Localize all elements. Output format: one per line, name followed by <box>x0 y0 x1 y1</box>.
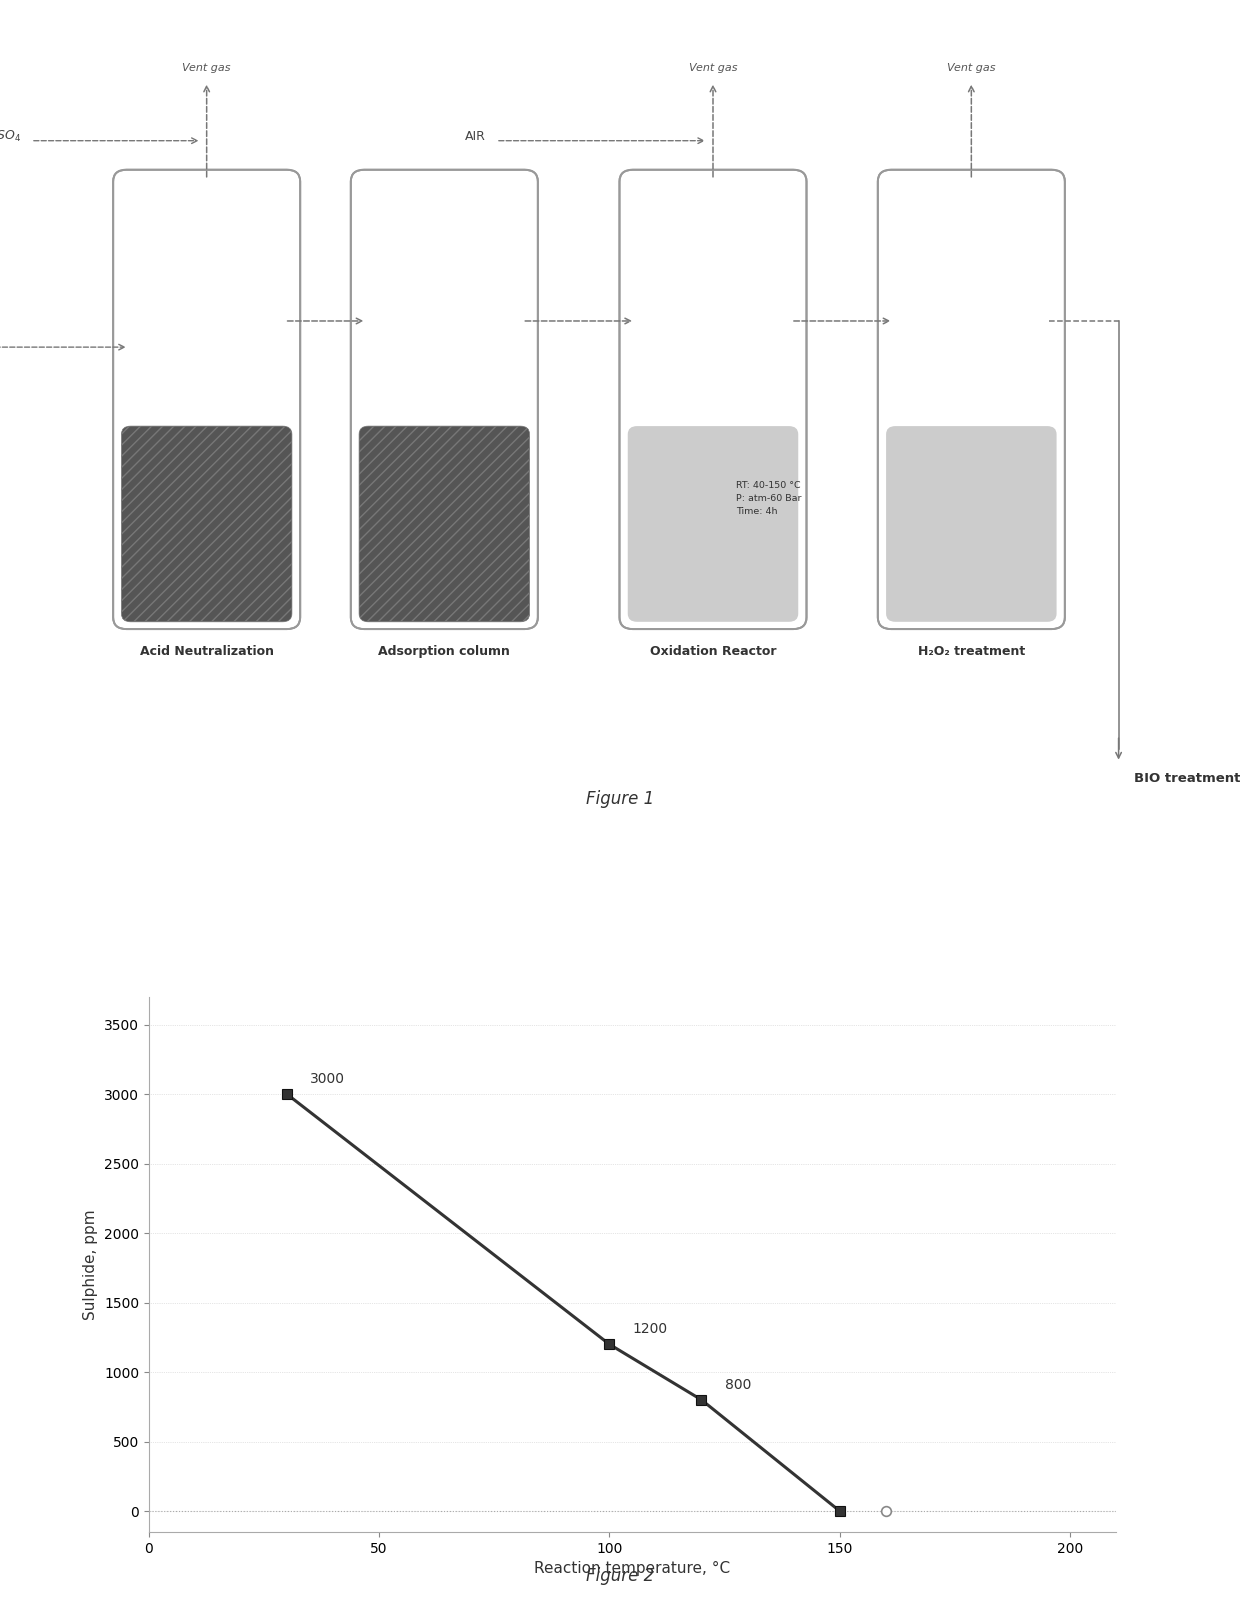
Text: RT: 40-150 °C
P: atm-60 Bar
Time: 4h: RT: 40-150 °C P: atm-60 Bar Time: 4h <box>735 480 801 515</box>
FancyBboxPatch shape <box>122 426 291 622</box>
Text: 1200: 1200 <box>632 1323 667 1336</box>
FancyBboxPatch shape <box>878 170 1065 629</box>
Text: Vent gas: Vent gas <box>947 63 996 73</box>
Text: H₂O₂ treatment: H₂O₂ treatment <box>918 645 1025 658</box>
Text: $H_2SO_4$: $H_2SO_4$ <box>0 128 21 144</box>
FancyBboxPatch shape <box>351 170 538 629</box>
Text: Vent gas: Vent gas <box>688 63 738 73</box>
Text: Figure 2: Figure 2 <box>585 1568 655 1585</box>
FancyBboxPatch shape <box>627 426 799 622</box>
Text: BIO treatment: BIO treatment <box>1135 772 1240 785</box>
Text: Oxidation Reactor: Oxidation Reactor <box>650 645 776 658</box>
X-axis label: Reaction temperature, °C: Reaction temperature, °C <box>534 1561 730 1576</box>
Text: Vent gas: Vent gas <box>182 63 231 73</box>
FancyBboxPatch shape <box>113 170 300 629</box>
FancyBboxPatch shape <box>887 426 1056 622</box>
Text: 800: 800 <box>724 1378 751 1391</box>
Text: Figure 1: Figure 1 <box>585 789 655 807</box>
Y-axis label: Sulphide, ppm: Sulphide, ppm <box>83 1209 98 1319</box>
Text: AIR: AIR <box>465 130 486 143</box>
Text: 3000: 3000 <box>310 1071 345 1086</box>
FancyBboxPatch shape <box>360 426 529 622</box>
Text: Acid Neutralization: Acid Neutralization <box>140 645 274 658</box>
Text: Adsorption column: Adsorption column <box>378 645 511 658</box>
FancyBboxPatch shape <box>620 170 806 629</box>
